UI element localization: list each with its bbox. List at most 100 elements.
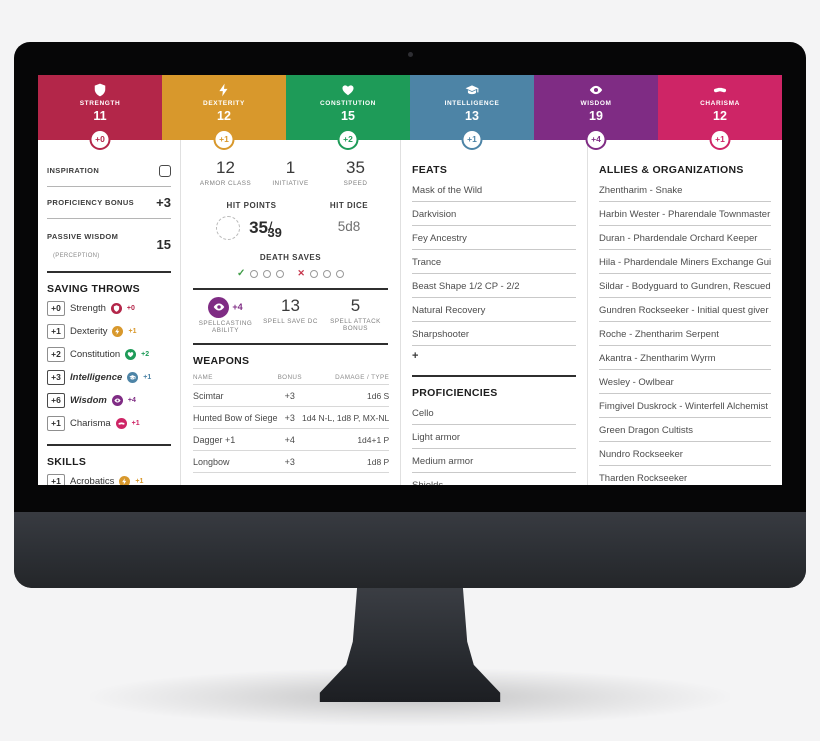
spell-attack-bonus[interactable]: 5 SPELL ATTACK BONUS <box>323 296 388 334</box>
speed-stat[interactable]: 35 SPEED <box>323 158 388 187</box>
divider <box>47 186 171 187</box>
allies-title: ALLIES & ORGANIZATIONS <box>599 164 744 176</box>
ally-item[interactable]: Zhentharim - Snake <box>599 178 771 202</box>
ally-item[interactable]: Harbin Wester - Pharendale Townmaster <box>599 202 771 226</box>
ally-item[interactable]: Wesley - Owlbear <box>599 370 771 394</box>
inspiration-row: INSPIRATION <box>47 162 171 179</box>
skill-row-acrobatics[interactable]: +1 Acrobatics +1 <box>47 470 171 485</box>
spell-save-dc[interactable]: 13 SPELL SAVE DC <box>258 296 323 334</box>
death-saves-section: DEATH SAVES ✓ ✕ <box>193 253 388 279</box>
skills-title: SKILLS <box>47 456 87 468</box>
death-save-success-slot[interactable] <box>263 269 272 278</box>
death-save-fail-slot[interactable] <box>322 269 331 278</box>
ally-item[interactable]: Sildar - Bodyguard to Gundren, Rescued f… <box>599 274 771 298</box>
ability-card-intelligence[interactable]: INTELLIGENCE 13 +1 <box>410 75 534 150</box>
save-total: +1 <box>47 324 65 339</box>
ally-item[interactable]: Duran - Phardendale Orchard Keeper <box>599 226 771 250</box>
add-feat-button[interactable]: + <box>412 350 419 362</box>
ability-card-wisdom[interactable]: WISDOM 19 +4 <box>534 75 658 150</box>
ability-card-strength[interactable]: STRENGTH 11 +0 <box>38 75 162 150</box>
ally-item[interactable]: Roche - Zhentharim Serpent <box>599 322 771 346</box>
weapon-row[interactable]: Hunted Bow of Siege +3 1d4 N-L, 1d8 P, M… <box>193 406 390 429</box>
handshake-icon <box>115 418 127 429</box>
death-save-fail-slot[interactable] <box>335 269 344 278</box>
saving-throw-row-dexterity[interactable]: +1 Dexterity +1 <box>47 320 171 343</box>
weapon-damage: 1d6 S <box>301 384 390 407</box>
saving-throws-title: SAVING THROWS <box>47 283 140 295</box>
ally-item[interactable]: Nundro Rockseeker <box>599 442 771 466</box>
skill-ability-mod: +1 <box>135 478 144 485</box>
death-save-success-slot[interactable] <box>276 269 285 278</box>
hp-current[interactable]: 35 <box>249 218 268 237</box>
ability-card-charisma[interactable]: CHARISMA 12 +1 <box>658 75 782 150</box>
graduation-cap-icon <box>127 372 139 383</box>
saving-throw-row-charisma[interactable]: +1 Charisma +1 <box>47 412 171 435</box>
initiative-stat[interactable]: 1 INITIATIVE <box>258 158 323 187</box>
weapon-row[interactable]: Scimtar +3 1d6 S <box>193 384 390 407</box>
feat-item[interactable]: Natural Recovery <box>412 298 576 322</box>
death-save-success-slot[interactable] <box>250 269 259 278</box>
allies-column: ALLIES & ORGANIZATIONS Zhentharim - Snak… <box>588 140 782 485</box>
hp-adjust-circle[interactable] <box>216 216 241 240</box>
weapons-col-damage: DAMAGE / TYPE <box>301 372 390 385</box>
hit-dice-value[interactable]: 5d8 <box>337 219 361 234</box>
spellcasting-ability-button[interactable] <box>208 296 230 318</box>
ability-name: CHARISMA <box>700 100 740 107</box>
spell-save-dc-label: SPELL SAVE DC <box>263 318 318 325</box>
feat-item[interactable]: Beast Shape 1/2 CP - 2/2 <box>412 274 576 298</box>
armor-class-value: 12 <box>216 158 235 177</box>
ally-item[interactable]: Fimgivel Duskrock - Winterfell Alchemist <box>599 394 771 418</box>
proficiency-item[interactable]: Shields <box>412 473 576 485</box>
proficiency-item[interactable]: Cello <box>412 401 576 425</box>
feat-item[interactable]: Darkvision <box>412 202 576 226</box>
death-save-fail-slot[interactable] <box>309 269 318 278</box>
ability-score: 12 <box>713 109 727 123</box>
heart-icon <box>341 83 355 97</box>
proficiency-bonus-row: PROFICIENCY BONUS +3 <box>47 194 171 211</box>
graduation-cap-icon <box>465 83 479 97</box>
lightning-bolt-icon <box>217 83 231 97</box>
feat-item[interactable]: Fey Ancestry <box>412 226 576 250</box>
proficiency-item[interactable]: Medium armor <box>412 449 576 473</box>
armor-class-label: ARMOR CLASS <box>199 180 252 187</box>
ally-item[interactable]: Gundren Rockseeker - Initial quest giver <box>599 298 771 322</box>
saving-throw-row-strength[interactable]: +0 Strength +0 <box>47 297 171 320</box>
weapon-name: Longbow <box>193 450 278 473</box>
lightning-bolt-icon <box>119 476 131 485</box>
section-divider <box>47 444 171 446</box>
weapon-row[interactable]: Dagger +1 +4 1d4+1 P <box>193 428 390 451</box>
proficiency-item[interactable]: Light armor <box>412 425 576 449</box>
save-total: +6 <box>47 393 65 408</box>
feat-item[interactable]: Sharpshooter <box>412 322 576 346</box>
section-divider <box>412 375 576 377</box>
armor-class-stat[interactable]: 12 ARMOR CLASS <box>193 158 258 187</box>
skill-total: +1 <box>47 474 65 485</box>
feat-item[interactable]: Trance <box>412 250 576 274</box>
combat-stats-row: 12 ARMOR CLASS 1 INITIATIVE 35 SPEED <box>193 158 388 187</box>
ability-card-constitution[interactable]: CONSTITUTION 15 +2 <box>286 75 410 150</box>
save-name: Charisma <box>70 418 111 429</box>
feat-item[interactable]: Mask of the Wild <box>412 178 576 202</box>
saving-throw-row-wisdom[interactable]: +6 Wisdom +4 <box>47 389 171 412</box>
weapon-row[interactable]: Longbow +3 1d8 P <box>193 450 390 473</box>
ability-modifier-badge: +2 <box>337 129 359 150</box>
inspiration-checkbox[interactable] <box>159 164 171 177</box>
ally-item[interactable]: Green Dragon Cultists <box>599 418 771 442</box>
save-name: Intelligence <box>70 372 123 383</box>
ally-item[interactable]: Tharden Rockseeker <box>599 466 771 485</box>
camera-dot <box>408 52 413 57</box>
weapon-bonus: +3 <box>277 406 302 429</box>
saving-throw-row-constitution[interactable]: +2 Constitution +2 <box>47 343 171 366</box>
save-ability-mod: +2 <box>141 351 150 358</box>
ally-item[interactable]: Akantra - Zhentharim Wyrm <box>599 346 771 370</box>
ability-score: 11 <box>93 109 107 123</box>
ally-item[interactable]: Hila - Phardendale Miners Exchange Guild… <box>599 250 771 274</box>
spell-attack-bonus-label: SPELL ATTACK BONUS <box>330 318 381 332</box>
monitor-chin <box>14 512 806 588</box>
speed-label: SPEED <box>343 180 368 187</box>
saving-throw-row-intelligence[interactable]: +3 Intelligence +1 <box>47 366 171 389</box>
save-ability-mod: +4 <box>127 397 136 404</box>
weapons-col-bonus: BONUS <box>277 372 302 385</box>
spellcasting-ability[interactable]: +4 SPELLCASTING ABILITY <box>193 296 258 334</box>
ability-card-dexterity[interactable]: DEXTERITY 12 +1 <box>162 75 286 150</box>
